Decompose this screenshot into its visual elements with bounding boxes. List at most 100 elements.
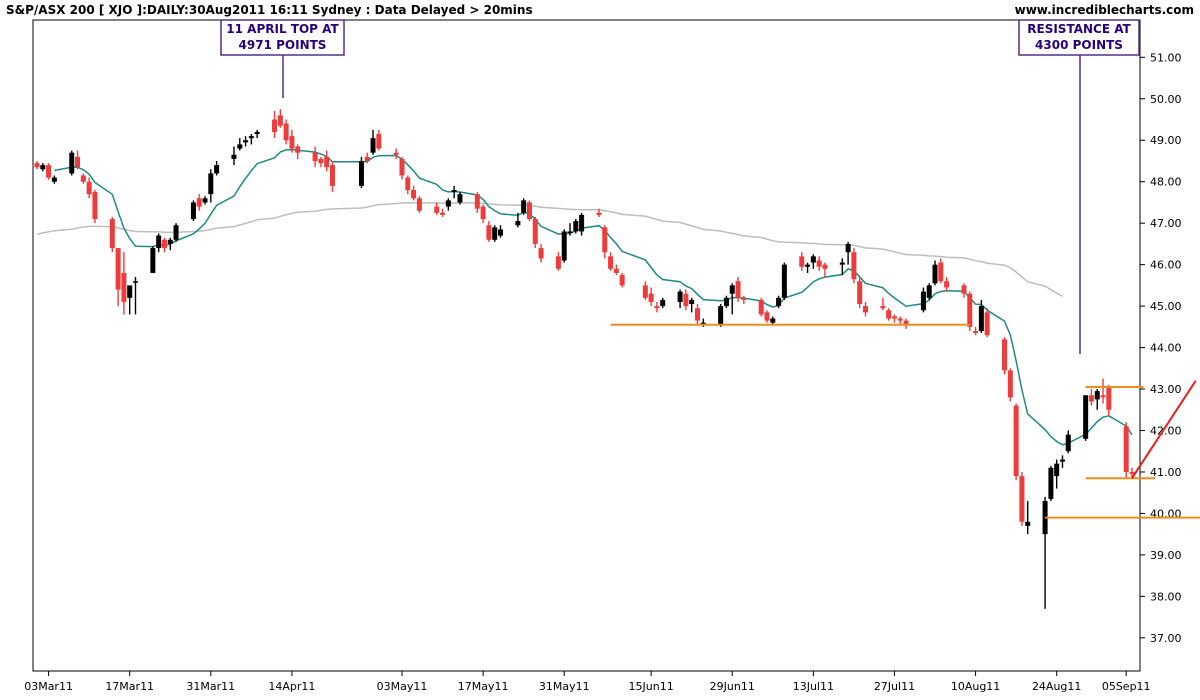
candle-body — [405, 177, 411, 191]
candle — [567, 223, 573, 236]
plot-area — [32, 19, 1141, 672]
annotation-box — [220, 19, 345, 56]
candle-body — [1002, 339, 1008, 371]
candle — [399, 156, 405, 180]
candle-body — [764, 312, 770, 321]
chart-title: S&P/ASX 200 [ XJO ]:DAILY:30Aug2011 16:1… — [6, 3, 533, 17]
candle — [51, 175, 57, 184]
candle — [80, 173, 86, 184]
candle-body — [40, 165, 46, 170]
y-tick-label: 48.00 — [1150, 176, 1182, 189]
candle-body — [642, 285, 648, 298]
candle-body — [683, 293, 689, 307]
candle-body — [46, 165, 52, 178]
candle — [845, 241, 851, 265]
candle — [243, 136, 249, 147]
candle-body — [492, 227, 498, 240]
candle-body — [416, 198, 422, 211]
x-tick-label: 17May11 — [458, 680, 509, 693]
candle-body — [115, 248, 121, 290]
candle-body — [984, 312, 990, 336]
candle-body — [208, 173, 214, 195]
y-tick-label: 45.00 — [1150, 300, 1182, 313]
candle — [173, 223, 179, 242]
candle-body — [51, 177, 57, 182]
candle-body — [579, 214, 585, 232]
candle-body — [851, 252, 857, 280]
candle — [109, 216, 115, 253]
candle-body — [69, 152, 75, 174]
candle — [694, 304, 700, 325]
candle — [642, 281, 648, 300]
candle-body — [272, 119, 278, 132]
candle — [932, 260, 938, 286]
candle-body — [1048, 467, 1054, 499]
candle — [440, 208, 446, 217]
candle — [515, 212, 521, 228]
candle — [167, 237, 173, 251]
candle-body — [75, 156, 81, 168]
candle — [150, 245, 156, 273]
candle — [1083, 395, 1089, 441]
candle-body — [376, 134, 382, 149]
candle — [405, 175, 411, 195]
candle — [903, 318, 909, 329]
candle-body — [689, 299, 695, 305]
candle-body — [173, 225, 179, 240]
candle-body — [573, 221, 579, 232]
candle — [764, 310, 770, 323]
x-tick-label: 03May11 — [377, 680, 428, 693]
candle — [654, 301, 660, 313]
candle-body — [1059, 459, 1065, 462]
annotation-box — [1018, 19, 1140, 56]
candle — [561, 229, 567, 263]
candle-body — [555, 256, 561, 269]
y-axis: 37.0038.0039.0040.0041.0042.0043.0044.00… — [1140, 51, 1182, 645]
candle-body — [567, 231, 573, 233]
candle — [555, 252, 561, 271]
candle-body — [237, 144, 243, 149]
candle-body — [729, 285, 735, 294]
candle-body — [926, 285, 932, 298]
candle — [127, 285, 133, 315]
candle-body — [822, 264, 828, 269]
candle-body — [167, 239, 173, 244]
candle — [978, 299, 984, 334]
x-tick-label: 29Jun11 — [710, 680, 755, 693]
candle-body — [86, 181, 92, 195]
candle-body — [700, 322, 706, 325]
x-tick-label: 10Aug11 — [951, 680, 1000, 693]
candle-body — [1083, 395, 1089, 439]
candle — [272, 110, 278, 139]
candle — [231, 146, 237, 166]
candle-body — [735, 281, 741, 298]
candle-body — [190, 202, 196, 220]
candle-body — [127, 285, 133, 298]
candle-body — [561, 231, 567, 261]
candle — [1065, 430, 1071, 454]
y-tick-label: 43.00 — [1150, 383, 1182, 396]
x-tick-label: 31Mar11 — [186, 680, 235, 693]
candle-body — [312, 152, 318, 161]
candle — [295, 144, 301, 159]
candle-body — [1100, 395, 1106, 398]
candle-body — [845, 243, 851, 253]
candle — [521, 198, 527, 215]
candle — [1013, 403, 1019, 481]
candle — [1025, 500, 1031, 535]
candle — [648, 287, 654, 307]
candle — [723, 295, 729, 309]
candle-body — [938, 262, 944, 282]
website-label[interactable]: www.incrediblecharts.com — [1015, 3, 1194, 17]
candle-body — [891, 316, 897, 319]
candle — [538, 243, 544, 263]
candle — [237, 138, 243, 151]
candle-body — [839, 262, 845, 265]
candle — [492, 225, 498, 242]
candle-body — [903, 320, 909, 325]
candle — [121, 252, 127, 315]
candle — [318, 156, 324, 168]
candle-body — [515, 221, 521, 226]
candle-body — [781, 264, 787, 298]
y-tick-label: 47.00 — [1150, 217, 1182, 230]
